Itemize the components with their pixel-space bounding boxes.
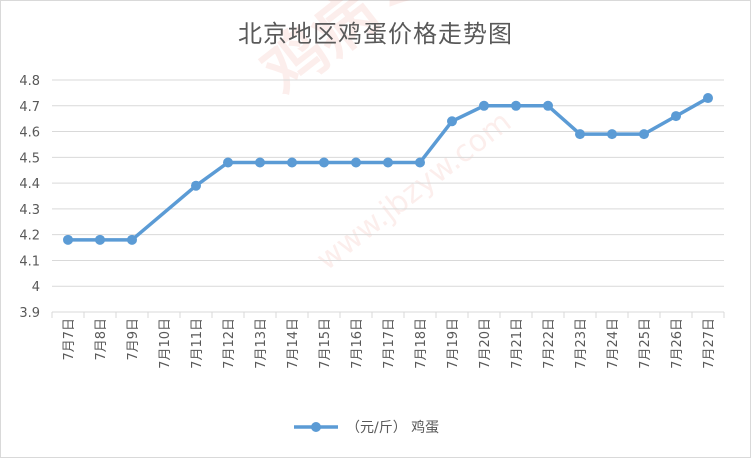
data-point	[479, 100, 489, 111]
x-tick-label: 7月18日	[414, 318, 429, 369]
data-point	[191, 180, 201, 191]
x-tick-label: 7月12日	[222, 318, 237, 369]
data-point	[575, 129, 585, 140]
y-tick-label: 4	[32, 280, 40, 295]
data-point	[383, 157, 393, 168]
x-tick-label: 7月22日	[542, 318, 557, 369]
x-tick-label: 7月27日	[702, 318, 717, 369]
x-tick-label: 7月13日	[254, 318, 269, 369]
x-tick-label: 7月10日	[158, 318, 173, 369]
x-tick-label: 7月24日	[606, 318, 621, 369]
x-tick-label: 7月15日	[318, 318, 333, 369]
y-tick-label: 4.4	[19, 177, 40, 192]
x-tick-label: 7月23日	[574, 318, 589, 369]
y-tick-label: 4.3	[19, 203, 40, 218]
data-point	[223, 157, 233, 168]
x-tick-label: 7月21日	[510, 318, 525, 369]
x-tick-label: 7月8日	[94, 318, 109, 361]
data-point	[287, 157, 297, 168]
y-tick-label: 3.9	[19, 306, 40, 321]
data-point	[447, 116, 457, 127]
data-point	[319, 157, 329, 168]
data-point	[703, 93, 713, 104]
y-tick-label: 4.7	[19, 100, 40, 115]
data-point	[607, 129, 617, 140]
x-tick-label: 7月20日	[478, 318, 493, 369]
data-point	[511, 100, 521, 111]
data-point	[127, 234, 137, 245]
data-point	[543, 100, 553, 111]
x-tick-label: 7月26日	[670, 318, 685, 369]
chart-title: 北京地区鸡蛋价格走势图	[238, 20, 513, 48]
data-point	[351, 157, 361, 168]
x-tick-label: 7月14日	[286, 318, 301, 369]
x-tick-label: 7月19日	[446, 318, 461, 369]
y-tick-label: 4.6	[19, 126, 40, 141]
data-point	[415, 157, 425, 168]
data-point	[671, 111, 681, 122]
y-tick-label: 4.2	[19, 229, 40, 244]
x-tick-label: 7月11日	[190, 318, 205, 369]
y-tick-label: 4.1	[19, 254, 40, 269]
x-tick-label: 7月25日	[638, 318, 653, 369]
legend-marker	[311, 422, 321, 432]
data-point	[95, 234, 105, 245]
x-tick-label: 7月7日	[62, 318, 77, 361]
y-tick-label: 4.5	[19, 151, 40, 166]
x-tick-label: 7月16日	[350, 318, 365, 369]
y-tick-label: 4.8	[19, 74, 40, 89]
data-point	[255, 157, 265, 168]
legend-label: （元/斤） 鸡蛋	[346, 419, 439, 436]
x-tick-label: 7月17日	[382, 318, 397, 369]
x-tick-label: 7月9日	[126, 318, 141, 361]
data-point	[63, 234, 73, 245]
series-line-0	[66, 96, 710, 242]
data-point	[639, 129, 649, 140]
